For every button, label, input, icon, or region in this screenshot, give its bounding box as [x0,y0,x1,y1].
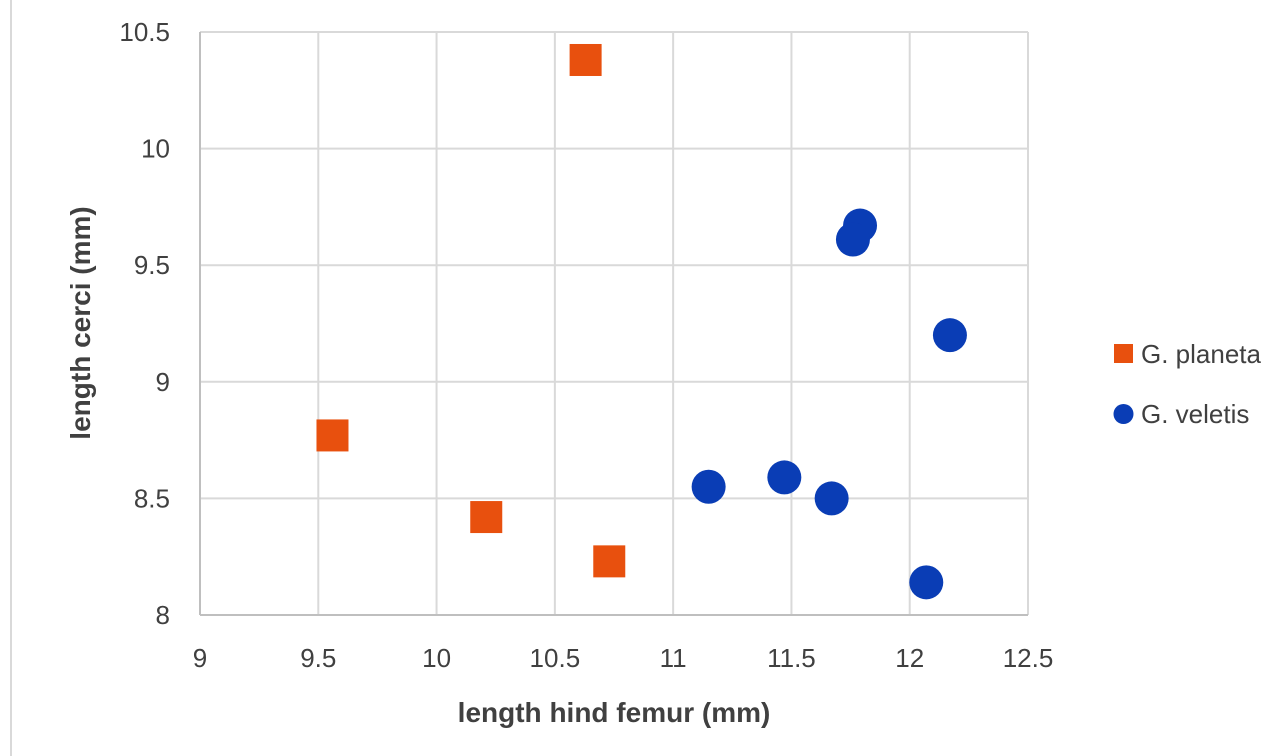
x-tick-label: 10.5 [530,643,581,673]
y-tick-label: 9 [156,367,170,397]
point-g-planeta [593,545,626,578]
x-tick-label: 12 [895,643,924,673]
point-g-veletis [932,318,967,353]
x-tick-label: 10 [422,643,451,673]
x-tick-label: 9.5 [300,643,336,673]
y-axis-title: length cerci (mm) [65,206,96,439]
x-tick-label: 11 [660,643,687,673]
axes [199,32,1028,616]
point-g-planeta [316,419,349,452]
data-points [316,43,967,600]
y-tick-label: 8 [156,600,170,630]
gridlines [200,31,1029,615]
legend-label-g-veletis: G. veletis [1141,399,1249,429]
x-axis-title: length hind femur (mm) [458,697,771,728]
legend-label-g-planeta: G. planeta [1141,339,1262,369]
point-g-veletis [767,460,802,495]
point-g-veletis [909,565,944,600]
point-g-planeta [569,43,602,76]
legend-swatch-g-planeta [1114,344,1133,363]
legend: G. planeta G. veletis [1113,339,1262,429]
y-tick-label: 8.5 [134,483,170,513]
y-tick-label: 10.5 [119,17,170,47]
y-tick-label: 9.5 [134,250,170,280]
point-g-veletis [835,222,870,257]
legend-swatch-g-veletis [1113,404,1134,424]
x-tick-label: 11.5 [767,643,816,673]
tick-labels: 9 9.5 10 10.5 11 11.5 12 12.5 8 8.5 9 9.5 10 10.5 [119,17,1053,673]
point-g-planeta [470,501,503,534]
point-g-veletis [691,469,726,504]
x-tick-label: 9 [193,643,207,673]
x-tick-label: 12.5 [1003,643,1054,673]
y-tick-label: 10 [141,134,170,164]
point-g-veletis [814,481,849,516]
